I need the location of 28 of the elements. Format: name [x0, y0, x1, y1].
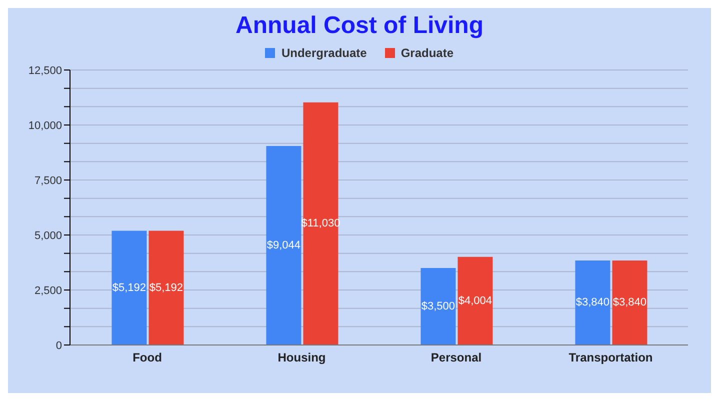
data-label: $4,004 [458, 294, 492, 307]
bar [575, 260, 610, 345]
x-tick-label: Transportation [568, 350, 653, 365]
legend-label: Graduate [400, 46, 454, 60]
data-label: $9,044 [266, 239, 301, 252]
bar [458, 256, 493, 345]
x-tick-label: Housing [278, 350, 326, 365]
bar [112, 230, 147, 345]
legend-label: Undergraduate [280, 46, 367, 60]
data-label: $3,500 [421, 300, 456, 312]
bar [420, 268, 456, 345]
x-tick-label: Food [132, 350, 162, 365]
data-label: $3,840 [612, 296, 647, 309]
bar [266, 146, 302, 345]
bar [303, 102, 338, 345]
bar [148, 230, 184, 345]
chart-title: Annual Cost of Living [234, 11, 484, 40]
bar [612, 260, 648, 345]
data-label: $5,192 [149, 282, 184, 294]
y-tick-label: 7,500 [34, 174, 62, 187]
y-tick-label: 5,000 [34, 230, 62, 242]
data-label: $3,840 [576, 296, 610, 309]
y-tick-label: 2,500 [34, 284, 62, 297]
y-tick-label: 0 [56, 340, 62, 352]
x-tick-label: Personal [430, 350, 482, 365]
y-tick-label: 10,000 [28, 120, 62, 132]
data-label: $5,192 [112, 282, 146, 294]
y-tick-label: 12,500 [28, 64, 62, 77]
